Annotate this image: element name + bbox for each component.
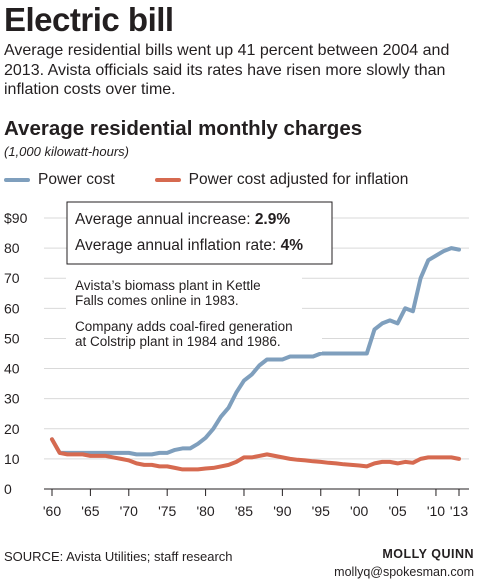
y-tick-label: 30 xyxy=(4,391,20,407)
annotation-increase-label: Average annual increase: xyxy=(75,211,255,228)
annotation-biomass-bg xyxy=(66,272,302,310)
x-tick-label: '70 xyxy=(120,503,138,519)
y-tick-label: 10 xyxy=(4,451,20,467)
y-tick-label: 20 xyxy=(4,421,20,437)
annotation-inflation-value: 4% xyxy=(281,237,304,254)
annotation-biomass-line-2: Falls comes online in 1983. xyxy=(75,293,239,308)
y-tick-label: 60 xyxy=(4,300,20,316)
y-tick-label: 80 xyxy=(4,240,20,256)
y-tick-label: 0 xyxy=(4,481,12,497)
annotation-inflation-label: Average annual inflation rate: xyxy=(75,237,281,254)
annotation-increase-value: 2.9% xyxy=(255,211,291,228)
legend-swatch-power-cost xyxy=(4,178,30,182)
annotation-box-line-2: Average annual inflation rate: 4% xyxy=(75,237,303,254)
x-tick-label: '60 xyxy=(43,503,61,519)
series-line-adjusted-for-inflation xyxy=(50,437,461,472)
legend-swatch-adjusted xyxy=(154,178,181,182)
x-tick-label: '10 xyxy=(427,503,445,519)
y-tick-label: 40 xyxy=(4,361,20,377)
legend: Power cost Power cost adjusted for infla… xyxy=(4,170,408,190)
credit-name: MOLLY QUINN xyxy=(382,547,474,561)
annotation-colstrip-line-1: Company adds coal-fired generation xyxy=(75,319,293,334)
x-tick-label: '05 xyxy=(388,503,406,519)
legend-label-adjusted: Power cost adjusted for inflation xyxy=(188,171,409,188)
x-tick-label: '90 xyxy=(273,503,291,519)
x-tick-label: '75 xyxy=(158,503,176,519)
intro-text: Average residential bills went up 41 per… xyxy=(4,42,450,98)
annotation-colstrip-line-2: at Colstrip plant in 1984 and 1986. xyxy=(75,334,281,349)
x-tick-label: '65 xyxy=(81,503,99,519)
x-tick-label: '80 xyxy=(196,503,214,519)
x-tick-label: '00 xyxy=(350,503,368,519)
annotation-colstrip-bg xyxy=(66,314,322,352)
x-tick-label: '85 xyxy=(235,503,253,519)
chart-title: Average residential monthly charges xyxy=(4,117,363,140)
annotation-biomass-line-1: Avista’s biomass plant in Kettle xyxy=(75,278,261,293)
legend-label-power-cost: Power cost xyxy=(38,171,115,188)
legend-item-power-cost: Power cost xyxy=(4,171,115,189)
chart-subtitle: (1,000 kilowatt-hours) xyxy=(4,144,129,159)
legend-item-adjusted: Power cost adjusted for inflation xyxy=(154,171,409,189)
headline: Electric bill xyxy=(4,1,174,38)
credit-email: mollyq@spokesman.com xyxy=(334,565,474,579)
x-tick-label: '95 xyxy=(312,503,330,519)
x-tick-label: '13 xyxy=(450,503,468,519)
annotation-box xyxy=(66,201,333,265)
annotation-box-line-1: Average annual increase: 2.9% xyxy=(75,211,290,228)
source-note: SOURCE: Avista Utilities; staff research xyxy=(4,549,233,564)
series-line-power-cost xyxy=(50,246,461,457)
y-tick-label: 50 xyxy=(4,330,20,346)
y-tick-label: $90 xyxy=(4,210,28,226)
y-tick-label: 70 xyxy=(4,270,20,286)
credit: MOLLY QUINN mollyq@spokesman.com xyxy=(334,545,474,581)
